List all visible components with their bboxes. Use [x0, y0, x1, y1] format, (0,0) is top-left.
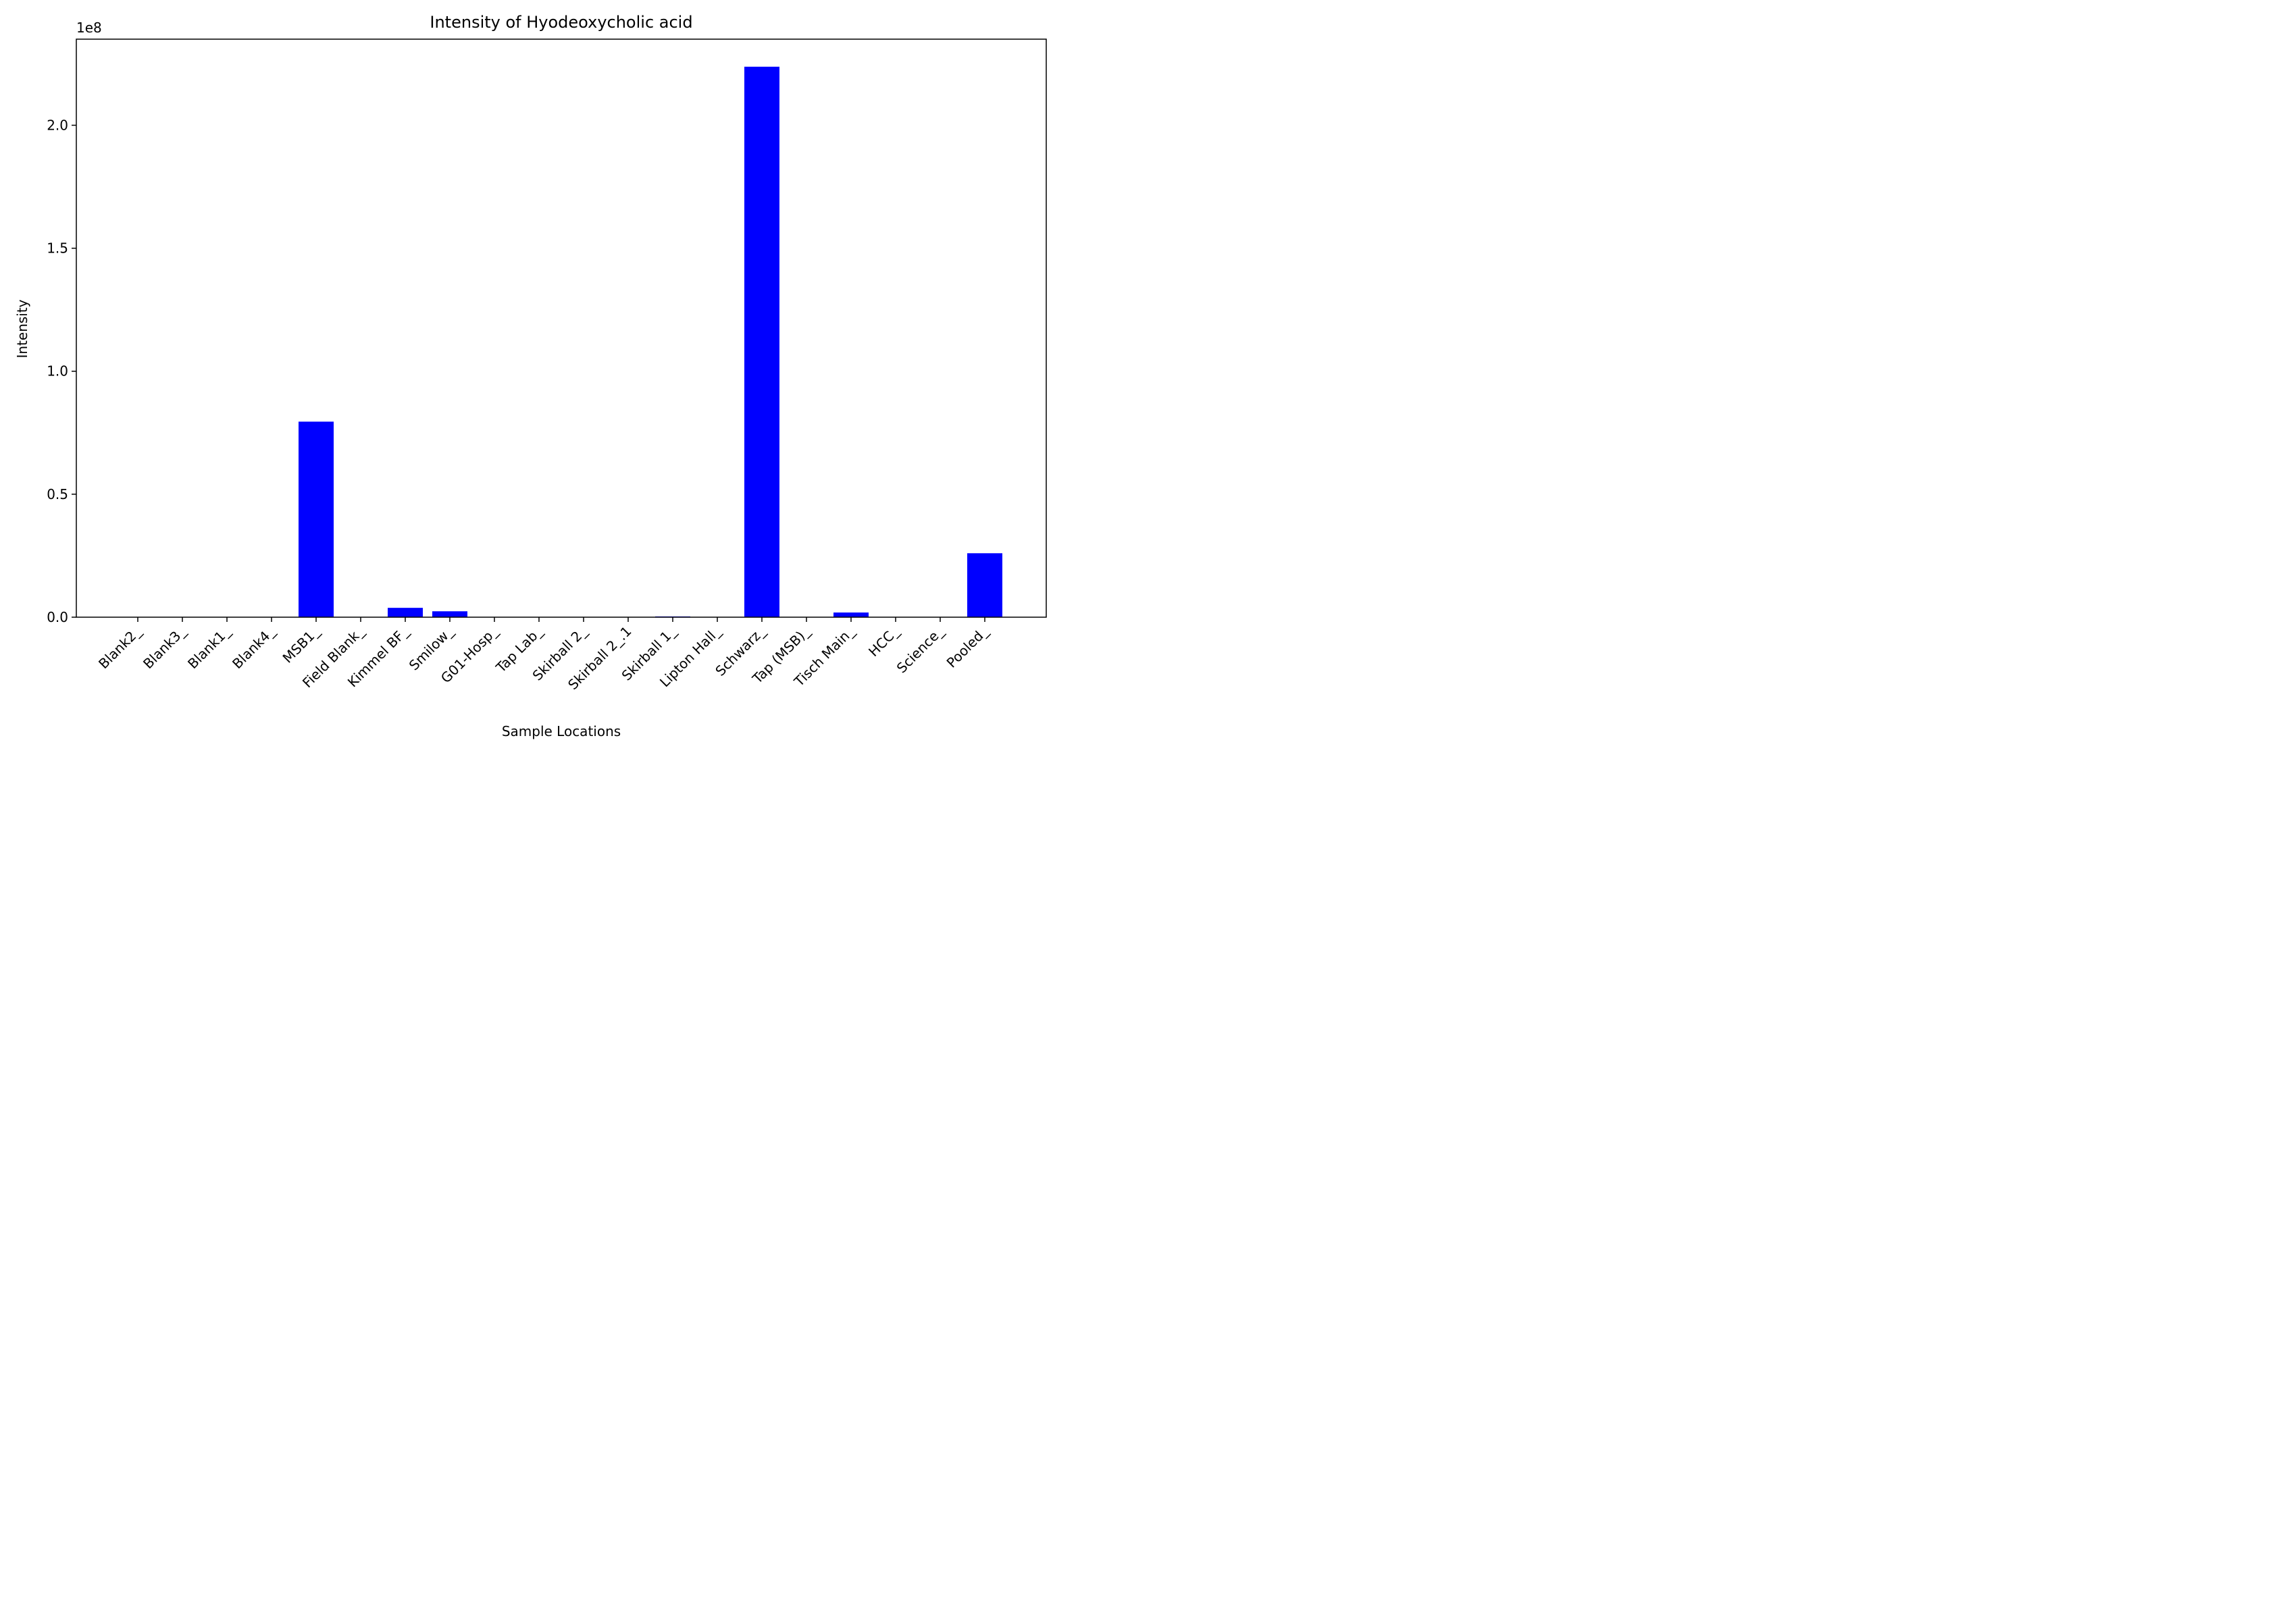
y-axis-label: Intensity [14, 299, 30, 358]
bar [388, 608, 423, 617]
bar [967, 553, 1002, 617]
plot-frame [76, 38, 1047, 618]
chart-title: Intensity of Hyodeoxycholic acid [430, 13, 692, 32]
bar [833, 612, 869, 617]
y-tick-label: 1.5 [47, 240, 68, 257]
x-tick-label: MSB1_ [280, 623, 324, 666]
y-tick-label: 1.0 [47, 363, 68, 379]
x-tick-label: HCC_ [865, 623, 902, 660]
bar [299, 421, 334, 617]
bars-group [299, 66, 1002, 618]
x-tick-label: Science_ [894, 623, 948, 677]
x-tick-label: Blank4_ [229, 623, 278, 672]
y-tick-label: 0.5 [47, 486, 68, 502]
y-offset-label: 1e8 [76, 20, 102, 36]
bar [432, 611, 467, 617]
x-tick-label: Blank1_ [184, 623, 234, 672]
x-tick-label: Blank2_ [95, 623, 145, 672]
y-tick-label: 2.0 [47, 117, 68, 133]
x-axis-ticks: Blank2_Blank3_Blank1_Blank4_ MSB1_Field B… [95, 617, 992, 693]
y-tick-label: 0.0 [47, 609, 68, 625]
bar-chart: Intensity of Hyodeoxycholic acid 1e8 0.0… [14, 13, 1047, 739]
x-axis-label: Sample Locations [502, 723, 621, 739]
x-tick-label: Blank3_ [140, 623, 189, 672]
y-axis-ticks: 0.0 0.5 1.0 1.5 2.0 [47, 117, 76, 625]
bar [744, 66, 779, 618]
x-tick-label: Pooled_ [944, 623, 992, 671]
